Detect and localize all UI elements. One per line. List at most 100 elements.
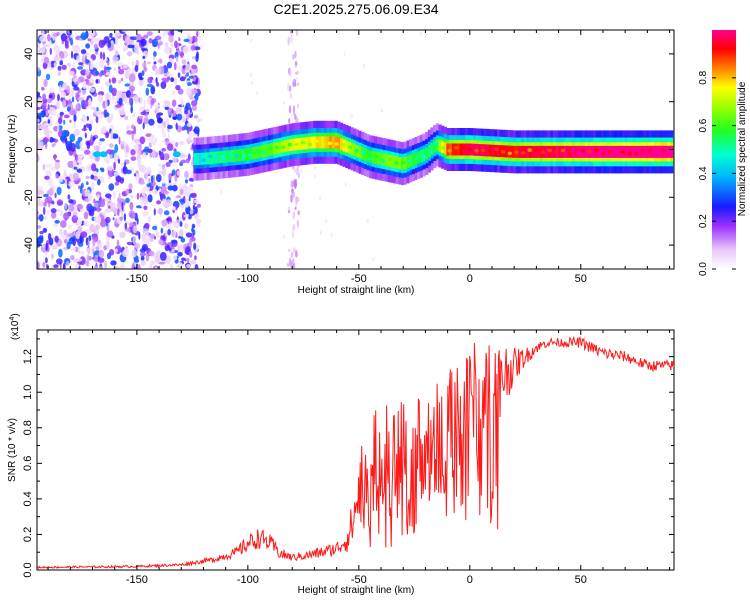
noise-blob xyxy=(84,198,90,203)
x-tick-label: 50 xyxy=(575,273,587,285)
noise-blob xyxy=(174,40,178,49)
noise-blob xyxy=(60,220,67,228)
y-tick-label: 1.2 xyxy=(22,349,34,364)
noise-blob xyxy=(85,59,90,64)
ridge-band xyxy=(656,145,660,158)
noise-blob xyxy=(37,200,44,207)
noise-blob xyxy=(106,230,114,238)
ridge-point xyxy=(594,148,599,152)
noise-blob xyxy=(179,204,185,209)
ridge-band xyxy=(430,143,434,155)
noise-blob xyxy=(296,220,300,229)
noise-blob xyxy=(70,50,74,59)
noise-blob xyxy=(141,70,145,76)
noise-blob xyxy=(114,181,120,186)
colorbar-axes: 0.0 0.2 0.4 0.6 0.8 xyxy=(698,70,736,276)
noise-blob xyxy=(116,201,122,211)
noise-blob xyxy=(194,264,199,269)
noise-blob xyxy=(71,87,74,97)
noise-blob xyxy=(126,130,133,135)
noise-blob xyxy=(78,249,81,254)
noise-blob xyxy=(163,210,170,216)
noise-blob xyxy=(290,194,293,203)
noise-blob xyxy=(296,103,300,109)
noise-blob xyxy=(37,261,40,269)
ridge-band xyxy=(244,148,248,161)
noise-blob xyxy=(105,240,110,249)
ridge-band xyxy=(209,152,213,164)
noise-blob xyxy=(294,206,297,210)
noise-blob xyxy=(200,43,203,48)
ridge-band xyxy=(529,145,533,158)
ridge-band xyxy=(377,152,381,165)
ridge-band xyxy=(646,145,650,158)
noise-blob xyxy=(87,85,90,91)
noise-blob xyxy=(67,62,71,67)
noise-blob xyxy=(150,98,155,106)
noise-blob xyxy=(189,131,192,139)
ridge-point xyxy=(361,150,366,154)
x-tick-label: 0 xyxy=(467,273,473,285)
x-tick-label: -150 xyxy=(126,574,148,586)
noise-blob xyxy=(146,61,152,65)
ridge-band xyxy=(616,145,621,158)
noise-blob xyxy=(130,156,137,162)
noise-blob xyxy=(295,167,298,176)
ridge-point xyxy=(407,159,413,163)
noise-blob xyxy=(76,204,83,210)
noise-blob xyxy=(325,219,328,224)
noise-blob xyxy=(141,187,146,197)
ridge-point xyxy=(560,148,566,153)
ridge-band xyxy=(212,151,216,164)
ridge-band xyxy=(254,146,258,159)
noise-blob xyxy=(64,202,68,210)
ridge-band xyxy=(225,150,229,163)
noise-blob xyxy=(111,96,115,101)
ridge-band xyxy=(193,153,197,165)
noise-blob xyxy=(109,154,113,160)
noise-blob xyxy=(122,64,128,69)
noise-blob xyxy=(78,62,84,66)
ridge-band xyxy=(350,142,354,155)
noise-blob xyxy=(47,33,51,42)
noise-blob xyxy=(97,94,104,103)
noise-blob xyxy=(95,70,99,76)
noise-blob xyxy=(153,236,156,240)
noise-blob xyxy=(97,257,105,264)
noise-blob xyxy=(171,249,175,253)
noise-blob xyxy=(173,148,177,152)
noise-blob xyxy=(295,196,298,200)
ridge-point xyxy=(454,146,459,150)
noise-blob xyxy=(75,140,82,150)
noise-blob xyxy=(132,235,137,245)
noise-blob xyxy=(75,231,80,240)
noise-blob xyxy=(42,261,46,268)
noise-blob xyxy=(166,143,174,151)
top-y-axis-label: Frequency (Hz) xyxy=(7,115,18,184)
noise-blob xyxy=(114,50,119,57)
noise-blob xyxy=(42,216,48,220)
noise-blob xyxy=(143,99,146,108)
noise-blob xyxy=(293,223,296,231)
noise-blob xyxy=(129,222,134,228)
noise-blob xyxy=(115,104,122,108)
ridge-band xyxy=(457,143,461,156)
noise-blob xyxy=(114,143,119,153)
noise-blob xyxy=(153,56,156,60)
noise-blob xyxy=(190,192,197,199)
noise-blob xyxy=(163,121,166,128)
ridge-point xyxy=(567,151,572,155)
noise-blob xyxy=(80,32,87,40)
noise-blob xyxy=(53,264,59,269)
noise-blob xyxy=(142,152,147,159)
noise-blob xyxy=(91,182,95,191)
noise-blob xyxy=(184,258,187,262)
noise-blob xyxy=(137,158,142,166)
noise-blob xyxy=(133,125,137,135)
noise-blob xyxy=(69,119,72,124)
noise-blob xyxy=(122,249,129,257)
noise-blob xyxy=(286,263,290,267)
noise-blob xyxy=(38,47,45,55)
noise-blob xyxy=(38,235,44,244)
noise-blob xyxy=(146,148,153,153)
